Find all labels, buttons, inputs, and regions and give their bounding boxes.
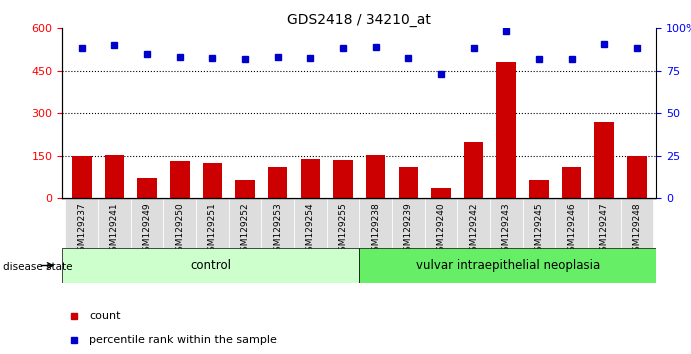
Text: GSM129250: GSM129250: [176, 202, 184, 257]
Title: GDS2418 / 34210_at: GDS2418 / 34210_at: [287, 13, 431, 27]
Bar: [72, 156, 92, 198]
Bar: [261, 198, 294, 248]
Bar: [138, 178, 157, 198]
Text: GSM129242: GSM129242: [469, 202, 478, 257]
Text: GSM129254: GSM129254: [306, 202, 315, 257]
Bar: [359, 198, 392, 248]
Bar: [490, 198, 522, 248]
Bar: [196, 198, 229, 248]
Text: GSM129253: GSM129253: [273, 202, 282, 257]
Bar: [268, 167, 287, 198]
Bar: [359, 248, 656, 283]
Text: GSM129255: GSM129255: [339, 202, 348, 257]
Text: GSM129238: GSM129238: [371, 202, 380, 257]
Bar: [529, 180, 549, 198]
Text: GSM129243: GSM129243: [502, 202, 511, 257]
Bar: [104, 155, 124, 198]
Bar: [464, 142, 484, 198]
Bar: [366, 155, 386, 198]
Text: GSM129246: GSM129246: [567, 202, 576, 257]
Bar: [457, 198, 490, 248]
Bar: [170, 161, 189, 198]
Text: GSM129240: GSM129240: [437, 202, 446, 257]
Text: GSM129237: GSM129237: [77, 202, 86, 257]
Text: control: control: [190, 259, 231, 272]
Bar: [202, 162, 223, 198]
Bar: [562, 167, 581, 198]
Bar: [62, 248, 359, 283]
Bar: [594, 122, 614, 198]
Bar: [399, 167, 418, 198]
Bar: [627, 156, 647, 198]
Bar: [425, 198, 457, 248]
Bar: [588, 198, 621, 248]
Bar: [294, 198, 327, 248]
Text: GSM129245: GSM129245: [534, 202, 543, 257]
Bar: [556, 198, 588, 248]
Text: percentile rank within the sample: percentile rank within the sample: [89, 335, 277, 345]
Text: disease state: disease state: [3, 262, 73, 272]
Text: GSM129251: GSM129251: [208, 202, 217, 257]
Bar: [621, 198, 653, 248]
Bar: [333, 160, 353, 198]
Text: count: count: [89, 311, 120, 321]
Text: GSM129252: GSM129252: [240, 202, 249, 257]
Bar: [235, 180, 255, 198]
Bar: [327, 198, 359, 248]
Text: vulvar intraepithelial neoplasia: vulvar intraepithelial neoplasia: [416, 259, 600, 272]
Bar: [496, 62, 516, 198]
Bar: [301, 159, 320, 198]
Bar: [98, 198, 131, 248]
Bar: [66, 198, 98, 248]
Bar: [522, 198, 556, 248]
Bar: [392, 198, 425, 248]
Bar: [163, 198, 196, 248]
Text: GSM129241: GSM129241: [110, 202, 119, 257]
Text: GSM129248: GSM129248: [632, 202, 641, 257]
Bar: [229, 198, 261, 248]
Bar: [431, 188, 451, 198]
Text: GSM129239: GSM129239: [404, 202, 413, 257]
Bar: [131, 198, 163, 248]
Text: GSM129247: GSM129247: [600, 202, 609, 257]
Text: GSM129249: GSM129249: [142, 202, 151, 257]
